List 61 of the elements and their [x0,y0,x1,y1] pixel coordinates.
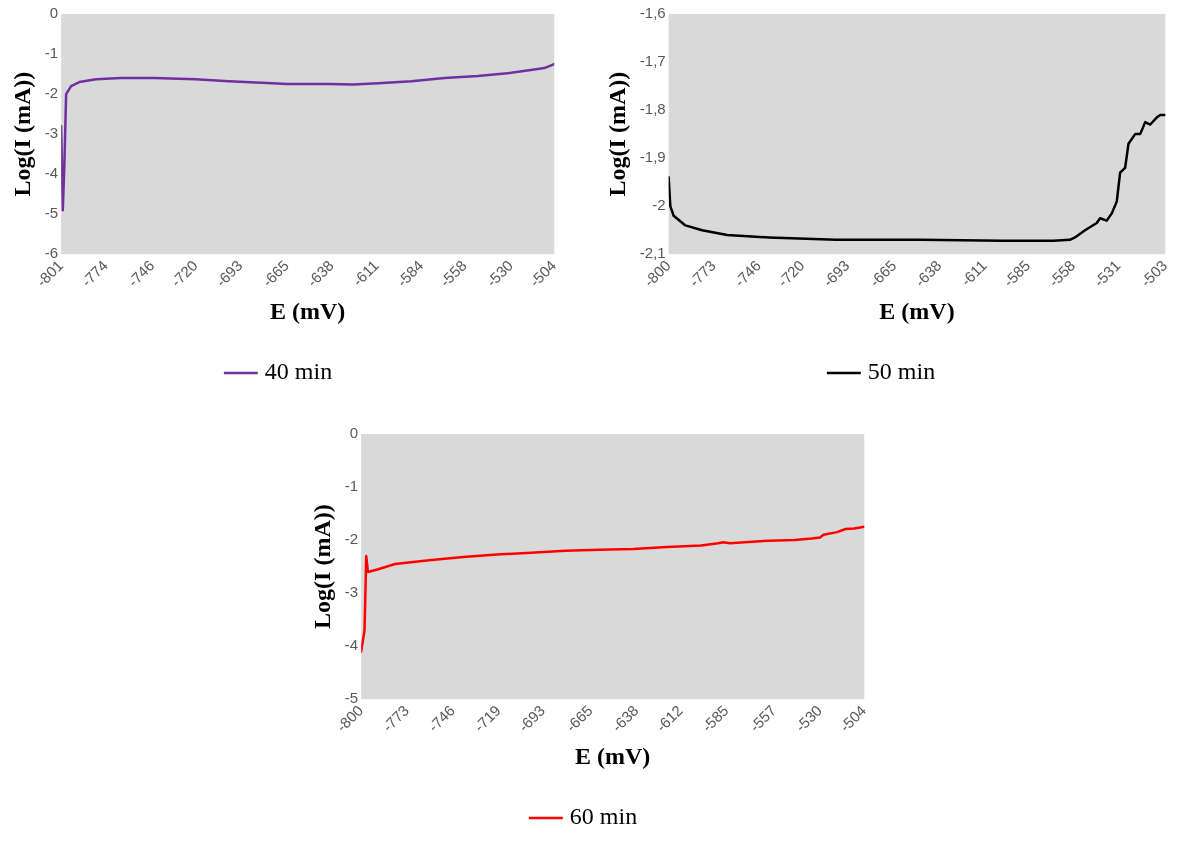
y-tick-label: -1 [44,44,59,62]
x-tick-label: -611 [957,256,990,290]
y-tick-label: -2 [652,196,666,214]
y-tick-label: -2 [44,84,59,102]
x-tick-label: -558 [436,256,470,290]
y-tick-label: 0 [349,424,359,442]
y-axis-title: Log(I (mA)) [308,504,335,629]
x-tick-label: -638 [608,701,642,735]
x-tick-label: -693 [212,256,246,290]
y-tick-label: -5 [344,689,359,707]
x-tick-label: -746 [730,256,764,290]
y-tick-label: 0 [49,4,59,22]
y-tick-label: -1,9 [639,148,666,166]
x-tick-label: -774 [77,256,112,290]
x-axis-title: E (mV) [270,297,346,324]
y-tick-label: -6 [44,244,59,262]
y-tick-label: -3 [44,124,59,142]
legend-label: 50 min [867,358,936,385]
x-tick-label: -503 [1137,256,1171,290]
x-tick-label: -558 [1045,256,1079,290]
x-tick-label: -585 [999,256,1034,290]
y-tick-label: -4 [344,636,359,654]
y-tick-label: -2 [344,530,359,548]
x-tick-label: -665 [866,256,900,290]
x-tick-label: -719 [470,701,504,735]
y-tick-label: -1,8 [639,100,666,118]
x-tick-label: -746 [124,256,158,290]
x-tick-label: -665 [258,256,292,290]
x-tick-label: -665 [562,701,596,735]
x-tick-label: -720 [167,256,201,290]
x-tick-label: -504 [836,701,870,735]
x-tick-label: -557 [745,701,780,735]
x-tick-label: -773 [685,256,719,290]
y-tick-label: -5 [44,204,59,222]
x-tick-label: -773 [378,701,413,735]
y-tick-label: -1 [344,477,359,495]
x-tick-label: -531 [1090,256,1124,290]
x-tick-label: -530 [482,256,517,290]
x-tick-label: -612 [652,701,686,735]
y-tick-label: -3 [344,583,359,601]
x-axis-title: E (mV) [879,297,955,324]
legend-label: 40 min [264,358,333,385]
y-tick-label: -4 [44,164,59,182]
x-tick-label: -611 [349,256,382,290]
x-tick-label: -638 [911,256,945,290]
x-tick-label: -504 [526,256,560,290]
y-tick-label: -1,6 [639,4,666,22]
x-tick-label: -584 [393,256,427,290]
x-tick-label: -530 [791,701,826,735]
x-tick-label: -693 [514,701,549,735]
x-axis-title: E (mV) [575,742,651,769]
x-tick-label: -585 [698,701,732,735]
y-axis-title: Log(I (mA)) [8,71,35,197]
x-tick-label: -720 [774,256,808,290]
x-tick-label: -746 [424,701,458,735]
x-tick-label: -693 [819,256,853,290]
legend-label: 60 min [569,803,638,830]
x-tick-label: -638 [303,256,337,290]
y-tick-label: -2,1 [639,244,666,262]
y-tick-label: -1,7 [639,52,666,70]
y-axis-title: Log(I (mA)) [603,71,630,197]
